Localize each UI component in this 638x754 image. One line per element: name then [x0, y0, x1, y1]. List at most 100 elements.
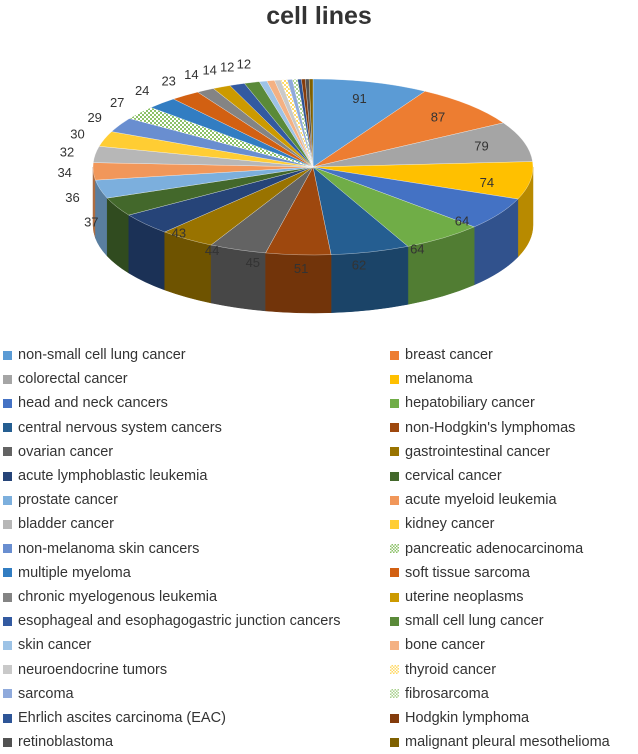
- legend-label: non-melanoma skin cancers: [18, 540, 200, 557]
- pie-side-6: [330, 246, 409, 313]
- pie-slice-2: [312, 122, 533, 168]
- legend-swatch: [3, 471, 12, 481]
- legend-swatch: [3, 568, 12, 578]
- data-label-12: 36: [65, 190, 79, 205]
- legend-label: cervical cancer: [405, 468, 502, 484]
- legend-item: skin cancer: [3, 635, 91, 655]
- legend-swatch: [3, 592, 12, 602]
- legend-label: kidney cancer: [405, 516, 495, 533]
- legend-label: colorectal cancer: [18, 371, 128, 388]
- data-label-22: 12: [220, 59, 234, 74]
- legend-label: non-Hodgkin's lymphomas: [405, 419, 576, 436]
- legend-label: non-small cell lung cancer: [18, 347, 186, 363]
- legend-swatch: [390, 519, 399, 529]
- legend-item: fibrosarcoma: [390, 684, 489, 704]
- data-label-21: 14: [202, 63, 216, 78]
- legend-label: gastrointestinal cancer: [405, 443, 551, 460]
- data-label-0: 91: [352, 91, 366, 106]
- legend-swatch: [3, 616, 12, 626]
- legend-item: cervical cancer: [390, 466, 502, 486]
- legend-item: small cell lung cancer: [390, 611, 544, 631]
- legend-label: acute myeloid leukemia: [405, 492, 557, 509]
- legend-item: kidney cancer: [390, 514, 494, 534]
- legend-item: malignant pleural mesothelioma: [390, 732, 610, 752]
- legend-label: bladder cancer: [18, 516, 114, 533]
- legend-label: esophageal and esophagogastric junction …: [18, 613, 341, 630]
- legend-swatch: [390, 689, 399, 699]
- legend-label: thyroid cancer: [405, 661, 497, 678]
- legend-item: sarcoma: [3, 684, 74, 704]
- legend-label: Ehrlich ascites carcinoma (EAC): [18, 710, 226, 726]
- legend-item: non-Hodgkin's lymphomas: [390, 418, 575, 438]
- data-label-19: 23: [161, 73, 175, 88]
- legend-label: malignant pleural mesothelioma: [405, 734, 610, 751]
- legend-label: small cell lung cancer: [405, 613, 544, 630]
- legend-item: soft tissue sarcoma: [390, 563, 530, 583]
- legend-label: retinoblastoma: [18, 734, 114, 751]
- legend-label: chronic myelogenous leukemia: [18, 589, 218, 605]
- chart-title: cell lines: [266, 2, 372, 30]
- legend-swatch: [3, 374, 12, 384]
- legend-label: skin cancer: [18, 637, 92, 654]
- legend-item: central nervous system cancers: [3, 418, 222, 438]
- legend-item: chronic myelogenous leukemia: [3, 587, 217, 607]
- legend-item: thyroid cancer: [390, 660, 496, 680]
- legend-swatch: [390, 713, 399, 723]
- legend-label: pancreatic adenocarcinoma: [405, 540, 584, 557]
- legend-swatch: [3, 398, 12, 408]
- legend-item: neuroendocrine tumors: [3, 660, 167, 680]
- legend-swatch: [3, 665, 12, 675]
- legend-swatch: [3, 713, 12, 723]
- legend-label: uterine neoplasms: [405, 589, 524, 605]
- legend-swatch: [3, 737, 12, 747]
- legend-swatch: [3, 689, 12, 699]
- pie-slice-33: [308, 78, 314, 168]
- data-label-18: 24: [135, 83, 149, 98]
- pie-slice-1: [312, 91, 504, 168]
- legend-item: prostate cancer: [3, 490, 118, 510]
- data-label-17: 27: [110, 95, 124, 110]
- legend-label: central nervous system cancers: [18, 419, 222, 436]
- legend-item: esophageal and esophagogastric junction …: [3, 611, 340, 631]
- legend-swatch: [390, 640, 399, 650]
- legend-label: head and neck cancers: [18, 395, 168, 412]
- data-label-3: 74: [480, 175, 494, 190]
- legend-label: hepatobiliary cancer: [405, 395, 535, 412]
- legend-item: uterine neoplasms: [390, 587, 524, 607]
- legend-item: bone cancer: [390, 635, 485, 655]
- legend-swatch: [3, 640, 12, 650]
- legend-label: prostate cancer: [18, 492, 118, 509]
- legend-item: bladder cancer: [3, 514, 114, 534]
- legend-swatch: [3, 350, 12, 360]
- data-label-8: 45: [246, 255, 260, 270]
- legend-item: retinoblastoma: [3, 732, 113, 752]
- legend-label: ovarian cancer: [18, 443, 114, 460]
- legend-swatch: [3, 495, 12, 505]
- data-label-5: 64: [410, 241, 424, 256]
- legend-swatch: [390, 398, 399, 408]
- legend-item: hepatobiliary cancer: [390, 393, 535, 413]
- data-label-7: 51: [294, 261, 308, 276]
- legend-item: gastrointestinal cancer: [390, 442, 550, 462]
- legend-item: head and neck cancers: [3, 393, 168, 413]
- legend-label: soft tissue sarcoma: [405, 564, 530, 581]
- legend-swatch: [390, 350, 399, 360]
- legend-swatch: [3, 519, 12, 529]
- legend-swatch: [390, 616, 399, 626]
- data-label-1: 87: [431, 109, 445, 124]
- legend-label: fibrosarcoma: [405, 685, 489, 702]
- data-label-11: 37: [84, 214, 98, 229]
- legend-item: breast cancer: [390, 345, 493, 365]
- legend-label: neuroendocrine tumors: [18, 661, 168, 678]
- legend-label: Hodgkin lymphoma: [405, 710, 530, 726]
- data-label-13: 34: [57, 165, 71, 180]
- legend-swatch: [390, 665, 399, 675]
- legend-label: multiple myeloma: [18, 564, 131, 581]
- legend-swatch: [390, 737, 399, 747]
- legend-item: multiple myeloma: [3, 563, 131, 583]
- legend-swatch: [390, 544, 399, 554]
- legend-swatch: [390, 447, 399, 457]
- legend-item: ovarian cancer: [3, 442, 113, 462]
- legend-swatch: [3, 423, 12, 433]
- legend-item: acute myeloid leukemia: [390, 490, 557, 510]
